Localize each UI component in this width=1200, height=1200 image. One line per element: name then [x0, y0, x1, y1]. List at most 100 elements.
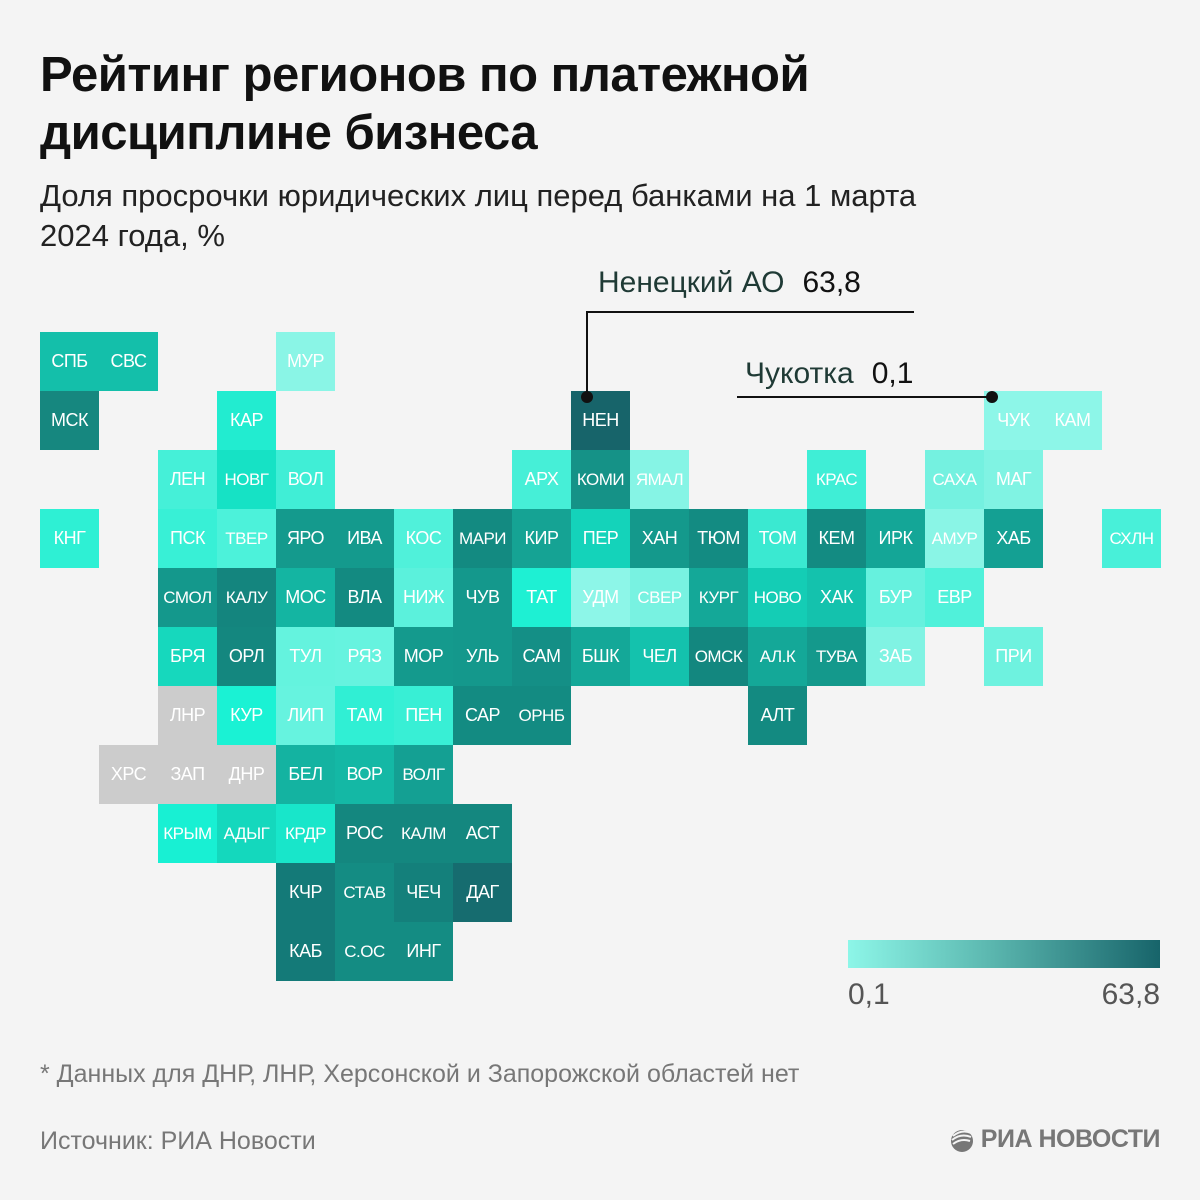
region-tile-label: ЧЕЧ: [406, 882, 441, 902]
region-tile: КАМ: [1043, 391, 1102, 450]
region-tile-label: КРДР: [285, 823, 326, 843]
region-tile-label: ОМСК: [694, 646, 743, 666]
region-tile-label: ВОЛ: [287, 469, 324, 489]
region-tile: БРЯ: [158, 627, 217, 686]
region-tile-label: ТУЛ: [289, 646, 322, 666]
region-tile: СМОЛ: [158, 568, 217, 627]
region-tile-label: КЧР: [289, 882, 323, 902]
region-tile: АСТ: [453, 804, 512, 863]
region-tile: ТЮМ: [689, 509, 748, 568]
region-tile-label: ДАГ: [466, 882, 499, 902]
region-tile-label: МСК: [51, 410, 88, 430]
region-tile-label: ПСК: [170, 528, 205, 548]
region-tile: ПЕР: [571, 509, 630, 568]
region-tile: КАЛУ: [217, 568, 276, 627]
callout-nenets-label: Ненецкий АО: [598, 266, 785, 299]
region-tile: КИР: [512, 509, 571, 568]
region-tile: КАЛМ: [394, 804, 453, 863]
region-tile-label: УДМ: [582, 587, 619, 607]
region-tile-label: СПБ: [51, 351, 88, 371]
region-tile: РОС: [335, 804, 394, 863]
region-tile-label: УЛЬ: [466, 646, 499, 666]
region-tile: ЛЕН: [158, 450, 217, 509]
region-tile-label: ХАБ: [996, 528, 1031, 548]
region-tile-label: БРЯ: [170, 646, 205, 666]
region-tile-label: САМ: [522, 646, 561, 666]
region-tile: С.ОС: [335, 922, 394, 981]
legend-min-label: 0,1: [848, 978, 890, 1011]
region-tile-label: ИРК: [878, 528, 913, 548]
region-tile: АЛ.К: [748, 627, 807, 686]
callout-chukotka: Чукотка 0,1: [745, 357, 913, 391]
region-tile: САМ: [512, 627, 571, 686]
region-tile: СТАВ: [335, 863, 394, 922]
region-tile-label: ЛЕН: [169, 469, 206, 489]
region-tile: ОМСК: [689, 627, 748, 686]
region-tile: САХА: [925, 450, 984, 509]
region-tile: МАГ: [984, 450, 1043, 509]
region-tile-label: САР: [464, 705, 501, 725]
ria-logo: РИА НОВОСТИ: [949, 1125, 1161, 1154]
callout-chukotka-underline: [737, 396, 993, 398]
region-tile: МОС: [276, 568, 335, 627]
region-tile-label: БЕЛ: [288, 764, 323, 784]
region-tile: ЧЕЧ: [394, 863, 453, 922]
region-tile-label: МАРИ: [458, 528, 507, 548]
region-tile: КОМИ: [571, 450, 630, 509]
footnote: * Данных для ДНР, ЛНР, Херсонской и Запо…: [40, 1060, 800, 1088]
chart-title: Рейтинг регионов по платежной дисциплине…: [40, 48, 810, 160]
region-tile: СПБ: [40, 332, 99, 391]
region-tile: ИНГ: [394, 922, 453, 981]
region-tile-label: НОВГ: [224, 469, 269, 489]
region-tile-label: ЧУВ: [465, 587, 500, 607]
region-tile-label: ТВЕР: [225, 528, 268, 548]
callout-nenets-dot: [581, 391, 593, 403]
region-tile: ТАТ: [512, 568, 571, 627]
region-tile-label: СВС: [110, 351, 147, 371]
region-tile: НОВО: [748, 568, 807, 627]
region-tile-label: ЧУК: [997, 410, 1030, 430]
region-tile-label: ИВА: [347, 528, 382, 548]
region-tile: КОС: [394, 509, 453, 568]
region-tile-label: ХАН: [641, 528, 678, 548]
region-tile: ВОР: [335, 745, 394, 804]
region-tile: ПРИ: [984, 627, 1043, 686]
region-tile-label: ИНГ: [406, 941, 441, 961]
region-tile: ПЕН: [394, 686, 453, 745]
legend-max-label: 63,8: [1101, 978, 1160, 1011]
region-tile: УЛЬ: [453, 627, 512, 686]
region-tile: ТВЕР: [217, 509, 276, 568]
region-tile: ДАГ: [453, 863, 512, 922]
region-tile-label: ПРИ: [995, 646, 1032, 666]
region-tile-label: РОС: [345, 823, 384, 843]
region-tile: ХАН: [630, 509, 689, 568]
region-tile: МУР: [276, 332, 335, 391]
region-tile-label: СВЕР: [637, 587, 682, 607]
region-tile-label: С.ОС: [344, 941, 385, 961]
region-tile-label: КУР: [230, 705, 263, 725]
region-tile-label: ЗАП: [170, 764, 205, 784]
region-tile-label: СМОЛ: [163, 587, 212, 607]
callout-nenets-value: 63,8: [802, 266, 861, 299]
region-tile: РЯЗ: [335, 627, 394, 686]
region-tile: МОР: [394, 627, 453, 686]
region-tile-label: ТЮМ: [697, 528, 740, 548]
region-tile: КАР: [217, 391, 276, 450]
region-tile: ЗАБ: [866, 627, 925, 686]
region-tile-label: ОРЛ: [228, 646, 265, 666]
region-tile-label: БУР: [878, 587, 913, 607]
region-tile: ЯРО: [276, 509, 335, 568]
region-tile: ИВА: [335, 509, 394, 568]
region-tile-label: КРАС: [815, 469, 858, 489]
region-tile-label: НЕН: [582, 410, 619, 430]
region-tile-label: АЛТ: [760, 705, 795, 725]
region-tile: ЕВР: [925, 568, 984, 627]
callout-chukotka-label: Чукотка: [745, 357, 854, 390]
region-tile-label: ВОР: [346, 764, 383, 784]
region-tile-label: РЯЗ: [347, 646, 382, 666]
region-tile-label: ЧЕЛ: [642, 646, 677, 666]
region-tile: КНГ: [40, 509, 99, 568]
region-tile-label: МОС: [285, 587, 326, 607]
region-tile: КЧР: [276, 863, 335, 922]
